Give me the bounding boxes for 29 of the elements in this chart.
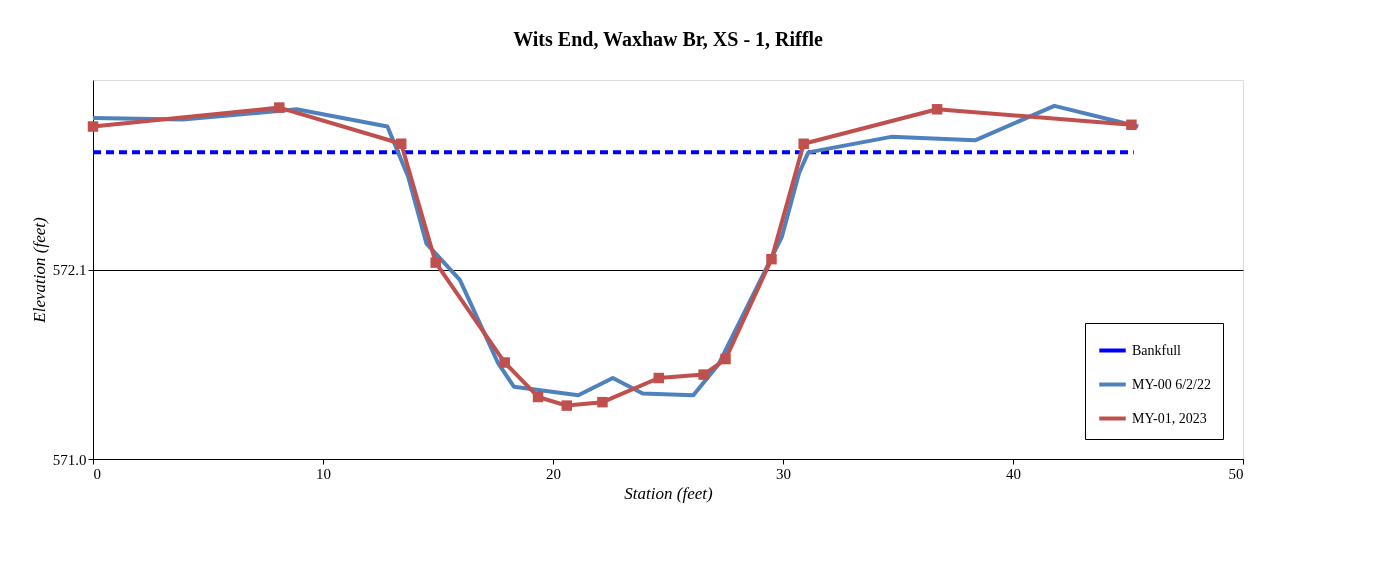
x-tick-label: 50 — [1228, 465, 1244, 482]
point — [931, 104, 943, 115]
x-tick-label: 40 — [1006, 465, 1021, 482]
point — [274, 102, 285, 113]
point — [798, 138, 809, 149]
point — [499, 357, 510, 368]
legend-label: MY-01, 2023 — [1132, 410, 1207, 426]
y-tick-label: 572.1 — [52, 262, 87, 278]
point — [1126, 119, 1137, 131]
point — [653, 372, 665, 384]
x-axis-title: Station (feet) — [624, 483, 713, 503]
y-axis-title: Elevation (feet) — [29, 217, 49, 324]
x-tick-label: 10 — [316, 465, 331, 482]
point — [766, 253, 777, 265]
x-tick-label: 20 — [546, 465, 561, 482]
x-tick-label: 0 — [93, 465, 101, 482]
legend-label: Bankfull — [1132, 342, 1182, 358]
point — [430, 257, 441, 268]
point — [561, 400, 573, 411]
x-tick-label: 30 — [776, 465, 791, 482]
y-tick-label: 571.0 — [52, 451, 87, 468]
point — [87, 121, 99, 132]
point — [532, 391, 544, 403]
legend-label: MY-00 6/2/22 — [1132, 376, 1211, 392]
point — [698, 369, 709, 380]
point — [597, 396, 608, 408]
point — [395, 138, 407, 149]
chart-title: Wits End, Waxhaw Br, XS - 1, Riffle — [513, 28, 823, 50]
point — [720, 353, 731, 365]
